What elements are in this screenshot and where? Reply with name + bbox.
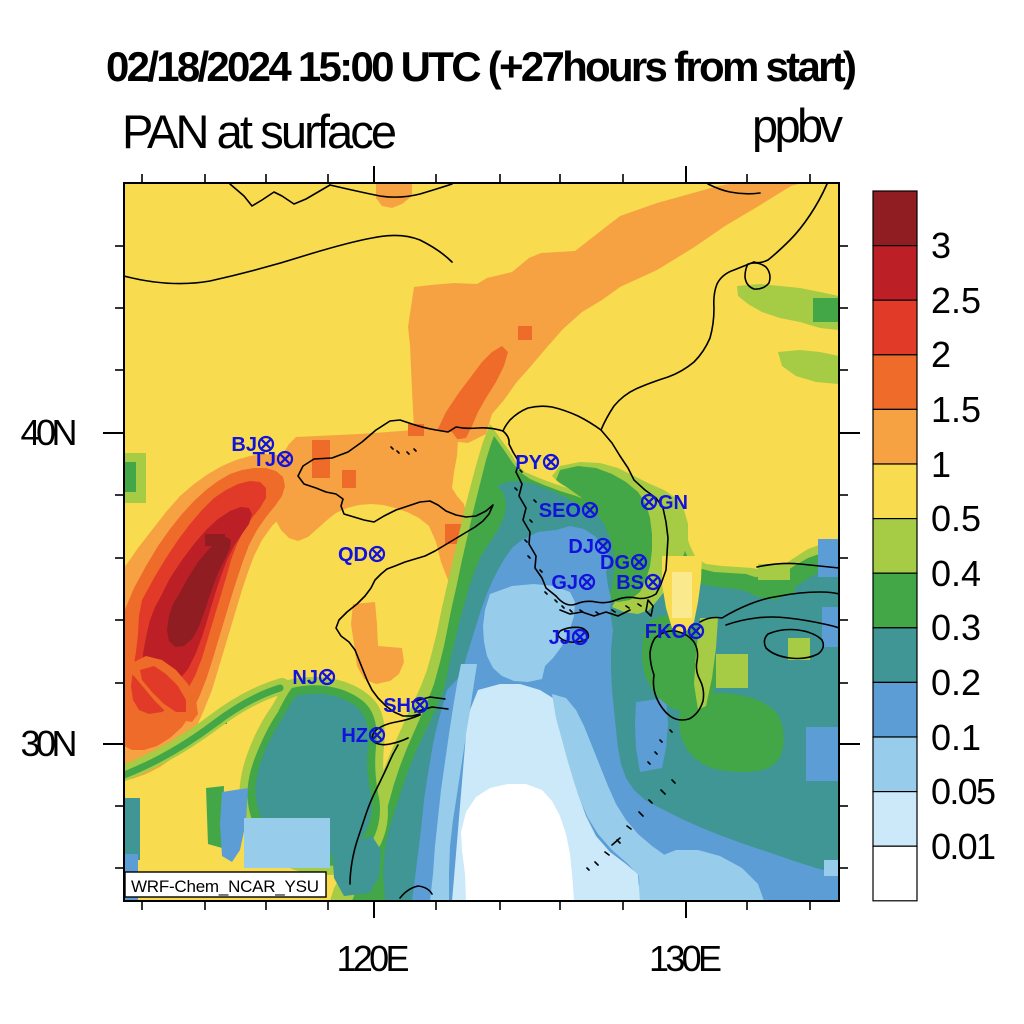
svg-text:WRF-Chem_NCAR_YSU: WRF-Chem_NCAR_YSU <box>131 877 319 896</box>
svg-text:ppbv: ppbv <box>752 99 844 152</box>
svg-text:SEO: SEO <box>539 500 581 522</box>
svg-text:QD: QD <box>338 544 368 566</box>
svg-text:40N: 40N <box>21 412 78 453</box>
svg-text:SH: SH <box>383 695 411 717</box>
svg-text:TJ: TJ <box>253 449 276 471</box>
svg-text:JJ: JJ <box>549 627 571 649</box>
svg-text:2: 2 <box>931 334 951 375</box>
svg-text:DG: DG <box>600 552 630 574</box>
svg-text:0.05: 0.05 <box>931 771 996 812</box>
svg-text:GN: GN <box>658 492 688 514</box>
svg-text:FKO: FKO <box>645 621 687 643</box>
svg-text:PY: PY <box>515 452 542 474</box>
svg-text:PAN at surface: PAN at surface <box>122 105 397 158</box>
svg-text:0.4: 0.4 <box>931 553 981 594</box>
svg-text:02/18/2024 15:00 UTC (+27hours: 02/18/2024 15:00 UTC (+27hours from star… <box>106 43 857 90</box>
svg-text:NJ: NJ <box>292 667 318 689</box>
svg-text:0.5: 0.5 <box>931 498 981 539</box>
svg-text:BS: BS <box>616 572 644 594</box>
svg-text:GJ: GJ <box>551 572 578 594</box>
svg-text:120E: 120E <box>337 938 410 979</box>
svg-text:0.3: 0.3 <box>931 607 981 648</box>
svg-text:130E: 130E <box>649 938 722 979</box>
svg-text:BJ: BJ <box>231 434 257 456</box>
svg-text:DJ: DJ <box>568 536 594 558</box>
svg-text:2.5: 2.5 <box>931 280 981 321</box>
svg-text:3: 3 <box>931 225 951 266</box>
svg-text:0.1: 0.1 <box>931 717 981 758</box>
svg-text:0.01: 0.01 <box>931 826 996 867</box>
svg-text:1: 1 <box>931 444 951 485</box>
svg-text:0.2: 0.2 <box>931 662 981 703</box>
svg-text:1.5: 1.5 <box>931 389 981 430</box>
svg-text:HZ: HZ <box>341 725 368 747</box>
svg-text:30N: 30N <box>21 723 78 764</box>
